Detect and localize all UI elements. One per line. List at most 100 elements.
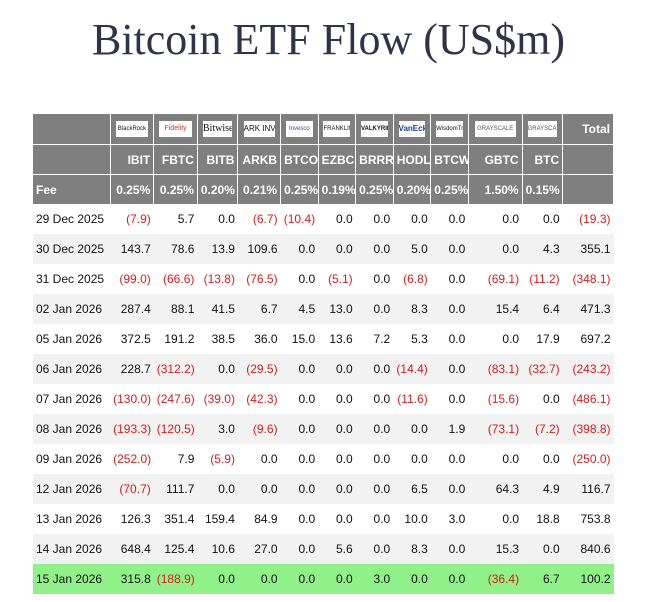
- flow-cell: 0.0: [373, 212, 391, 226]
- flow-cell: 0.0: [448, 272, 466, 286]
- flow-cell: 0.0: [373, 512, 391, 526]
- table-row: 06 Jan 2026 228.7 (312.2) 0.0 (29.5) 0.0 0.0 0.…: [33, 354, 614, 384]
- fee-cell: 0.15%: [522, 174, 564, 204]
- ticker-bitb: BITB: [197, 144, 239, 175]
- flow-cell: 0.0: [411, 452, 428, 466]
- flow-cell: 0.0: [260, 452, 278, 466]
- flow-cell: 13.9: [197, 234, 238, 264]
- fee-cell: 0.20%: [393, 174, 432, 204]
- flow-cell: (11.2): [529, 272, 560, 286]
- row-total-cell: 100.2: [562, 564, 614, 594]
- flow-cell: 0.0: [280, 414, 319, 444]
- row-total-cell: 471.3: [562, 294, 614, 324]
- flow-cell: 7.9: [177, 452, 195, 466]
- flow-cell: 3.0: [355, 564, 394, 594]
- flow-cell: 64.3: [468, 474, 523, 504]
- row-date: 02 Jan 2026: [33, 294, 111, 324]
- ticker-btco: BTCO: [280, 144, 319, 175]
- flow-cell: 0.0: [335, 392, 353, 406]
- table-row: 09 Jan 2026 (252.0) 7.9 (5.9) 0.0 0.0 0.0 0.0 0.…: [33, 444, 614, 474]
- flow-cell: 0.0: [335, 212, 353, 226]
- flow-cell: (42.3): [246, 392, 278, 406]
- flow-cell: 84.9: [254, 512, 278, 526]
- flow-cell: 0.0: [355, 294, 394, 324]
- flow-cell: 78.6: [153, 234, 198, 264]
- row-date: 08 Jan 2026: [33, 414, 111, 444]
- flow-cell: 88.1: [153, 294, 198, 324]
- flow-cell: 0.0: [280, 564, 319, 594]
- flow-cell: (73.1): [468, 414, 523, 444]
- franklin-templeton-logo: FRANKLIN TEMPLETON: [323, 121, 351, 137]
- row-total-cell: 753.8: [580, 512, 611, 526]
- flow-cell: 0.0: [448, 332, 466, 346]
- flow-cell: (5.9): [210, 452, 235, 466]
- flow-cell: 0.0: [502, 332, 520, 346]
- flow-cell: 0.0: [280, 474, 319, 504]
- flow-cell: 315.8: [110, 564, 154, 594]
- row-date: 07 Jan 2026: [36, 392, 103, 406]
- ticker-arkb: ARKB: [237, 144, 282, 175]
- flow-cell: (69.1): [487, 272, 520, 286]
- flow-cell: 191.2: [164, 332, 195, 346]
- table-body: BlackRock Fidelity Bitwise ARK INVEST In…: [33, 114, 614, 594]
- row-date: 13 Jan 2026: [36, 512, 103, 526]
- fee-row: Fee 0.25% 0.25% 0.20% 0.21% 0.25% 0.19% 0.25% 0.…: [33, 174, 614, 204]
- flow-cell: 0.0: [502, 512, 520, 526]
- flow-cell: 15.4: [468, 294, 523, 324]
- row-date: 31 Dec 2025: [36, 272, 105, 286]
- table-row: 13 Jan 2026 126.3 351.4 159.4 84.9 0.0 0.0 0.0 1…: [33, 504, 614, 534]
- flow-cell: 0.0: [393, 414, 431, 444]
- flow-cell: 27.0: [237, 534, 281, 564]
- fee-cell: 1.50%: [468, 174, 523, 204]
- flow-cell: 6.4: [522, 294, 563, 324]
- flow-cell: (312.2): [153, 354, 198, 384]
- flow-cell: 5.0: [393, 234, 431, 264]
- flow-cell: (36.4): [468, 564, 523, 594]
- ticker-total-blank: [562, 144, 614, 175]
- row-date: 30 Dec 2025: [33, 234, 111, 264]
- fee-cell: 0.25%: [355, 174, 394, 204]
- flow-cell: (252.0): [113, 452, 152, 466]
- flow-cell: 0.0: [430, 354, 469, 384]
- flow-cell: 0.0: [468, 234, 523, 264]
- ticker-hodl: HODL: [393, 144, 432, 175]
- row-date: 12 Jan 2026: [33, 474, 111, 504]
- flow-cell: (5.1): [327, 272, 353, 286]
- table-row: 29 Dec 2025 (7.9) 5.7 0.0 (6.7) (10.4) 0.0 0.0 0…: [33, 204, 614, 234]
- row-total-cell: 697.2: [580, 332, 611, 346]
- flow-cell: 0.0: [355, 534, 394, 564]
- flow-cell: (9.6): [237, 414, 281, 444]
- flow-cell: 18.8: [536, 512, 560, 526]
- flow-cell: 0.0: [448, 212, 466, 226]
- flow-cell: 0.0: [318, 234, 356, 264]
- flow-cell: 0.0: [355, 414, 394, 444]
- flow-cell: 0.0: [335, 452, 353, 466]
- flow-cell: 109.6: [237, 234, 281, 264]
- row-date: 29 Dec 2025: [36, 212, 105, 226]
- flow-cell: (6.7): [252, 212, 278, 226]
- row-total-cell: 840.6: [562, 534, 614, 564]
- flow-cell: 0.0: [448, 452, 466, 466]
- valkyrie-logo: VALKYRIE: [361, 121, 388, 137]
- grayscale-btc-logo: GRAYSCALE: [527, 121, 558, 137]
- ticker-corner-cell: [33, 144, 111, 175]
- flow-cell: 0.0: [430, 474, 469, 504]
- flow-cell: (6.8): [403, 272, 428, 286]
- table-row: 30 Dec 2025 143.7 78.6 13.9 109.6 0.0 0.0 0.0 5.…: [33, 234, 614, 264]
- table-row: 08 Jan 2026 (193.3) (120.5) 3.0 (9.6) 0.0 0.0 0…: [33, 414, 614, 444]
- fee-cell: 0.25%: [110, 174, 155, 204]
- flow-cell: (66.6): [163, 272, 195, 286]
- bitwise-logo: Bitwise: [202, 121, 233, 137]
- flow-cell: 7.2: [373, 332, 391, 346]
- flow-cell: 0.0: [197, 474, 238, 504]
- ticker-btc: BTC: [522, 144, 564, 175]
- flow-cell: 0.0: [318, 414, 356, 444]
- ark-invest-logo: ARK INVEST: [243, 121, 275, 137]
- table-row: 02 Jan 2026 287.4 88.1 41.5 6.7 4.5 13.0 0.0 8.3…: [33, 294, 614, 324]
- flow-cell: (32.7): [522, 354, 563, 384]
- fee-cell: 0.21%: [237, 174, 282, 204]
- flow-cell: 143.7: [110, 234, 154, 264]
- grayscale-gbtc-logo: GRAYSCALE: [474, 121, 516, 137]
- flow-cell: 287.4: [110, 294, 154, 324]
- logo-row: BlackRock Fidelity Bitwise ARK INVEST In…: [33, 114, 614, 145]
